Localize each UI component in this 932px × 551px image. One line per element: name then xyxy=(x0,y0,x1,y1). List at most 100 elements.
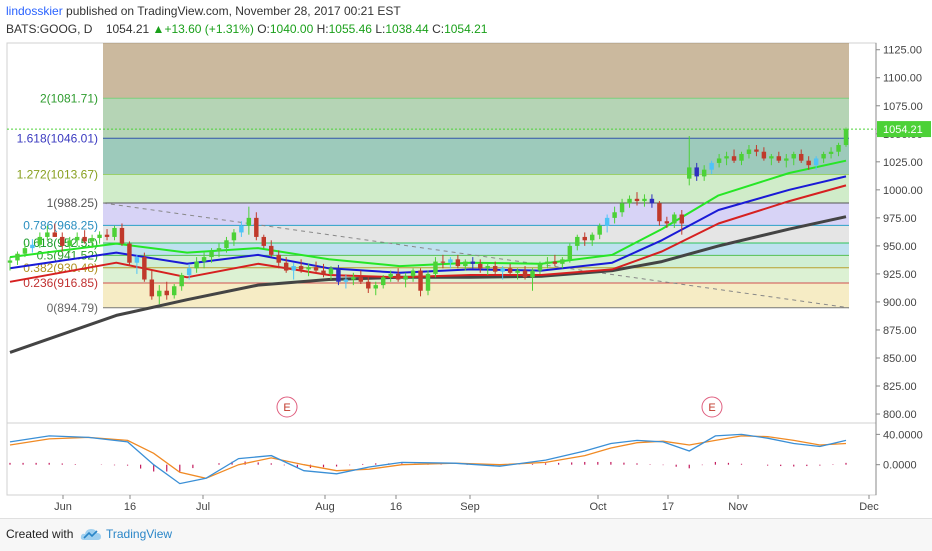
candle-body xyxy=(425,273,431,291)
candle-body xyxy=(52,232,58,237)
candle-body xyxy=(634,198,640,202)
publish-text: published on TradingView.com, November 2… xyxy=(66,4,401,18)
time-tick-label: 16 xyxy=(390,501,402,513)
earnings-marker-label: E xyxy=(708,402,715,414)
candle-body xyxy=(545,261,550,264)
fib-zone xyxy=(103,203,849,226)
footer-bar: Created with TradingView xyxy=(0,518,932,551)
candle-body xyxy=(395,273,401,280)
candle-body xyxy=(291,266,296,271)
candle-body xyxy=(687,167,692,179)
candle-body xyxy=(500,268,505,272)
candle-body xyxy=(530,270,535,278)
price-tick-label: 1000.00 xyxy=(883,185,923,197)
time-tick-label: Oct xyxy=(589,501,606,513)
fib-zone xyxy=(103,43,849,99)
candle-body xyxy=(791,153,796,159)
price-tick-label: 1125.00 xyxy=(883,45,922,57)
candle-body xyxy=(127,243,132,263)
candle-body xyxy=(261,236,267,246)
price-tick-label: 1075.00 xyxy=(883,101,923,113)
time-tick-label: Jun xyxy=(54,501,72,513)
fib-level-label: 1(988.25) xyxy=(47,196,98,210)
candle-body xyxy=(134,257,140,263)
author-link[interactable]: lindosskier xyxy=(6,4,63,18)
price-tick-label: 900.00 xyxy=(883,297,917,309)
candle-body xyxy=(657,203,662,222)
price-tick-label: 975.00 xyxy=(883,213,917,225)
fib-level-label: 0.786(968.25) xyxy=(23,218,98,232)
fib-zone xyxy=(103,255,849,268)
tradingview-brand-link[interactable]: TradingView xyxy=(106,527,173,541)
candle-body xyxy=(784,158,789,161)
fib-zone xyxy=(103,174,849,204)
candle-body xyxy=(798,153,804,161)
candle-body xyxy=(582,236,587,241)
time-tick-label: Nov xyxy=(728,501,748,513)
candle-body xyxy=(612,212,617,218)
candle-body xyxy=(470,261,476,264)
candle-body xyxy=(522,270,528,278)
candle-body xyxy=(410,270,416,277)
candle-body xyxy=(418,270,423,291)
candle-body xyxy=(575,236,580,246)
candle-body xyxy=(89,238,95,242)
candle-body xyxy=(433,261,438,274)
candle-body xyxy=(179,275,184,287)
candle-body xyxy=(149,279,155,297)
candle-body xyxy=(201,257,207,262)
candle-body xyxy=(97,234,102,239)
time-tick-label: Sep xyxy=(460,501,480,513)
candle-body xyxy=(328,268,334,274)
candle-body xyxy=(216,248,222,252)
candle-body xyxy=(276,254,281,263)
last-price-badge xyxy=(877,121,931,138)
price-tick-label: 850.00 xyxy=(883,353,917,365)
candle-body xyxy=(298,266,304,270)
earnings-marker xyxy=(276,396,298,418)
candle-body xyxy=(157,290,162,297)
candle-body xyxy=(366,281,371,289)
macd-pane-frame xyxy=(6,422,877,496)
fib-level-label: 1.618(1046.01) xyxy=(17,131,98,145)
price-tick-label: 1100.00 xyxy=(883,73,922,85)
candle-body xyxy=(776,156,782,161)
candle-body xyxy=(231,232,237,241)
candle-body xyxy=(679,214,685,224)
candle-body xyxy=(716,158,722,163)
close-label: C: xyxy=(432,22,445,36)
time-tick-label: 16 xyxy=(124,501,136,513)
candle-body xyxy=(828,151,834,154)
candle-body xyxy=(37,236,43,245)
candle-body xyxy=(82,236,87,242)
price-pane: 2(1081.71) 1.618(1046.01) 1.272(1013.67) 1(… xyxy=(6,42,877,424)
price-change: +13.60 (+1.31%) xyxy=(164,22,254,36)
candle-body xyxy=(448,259,453,263)
earnings-marker-label: E xyxy=(283,402,290,414)
candle-body xyxy=(224,240,229,249)
close-value: 1054.21 xyxy=(444,22,488,36)
open-label: O: xyxy=(257,22,270,36)
candle-body xyxy=(239,225,244,233)
chart-canvas: 2(1081.71) 1.618(1046.01) 1.272(1013.67) 1(… xyxy=(6,42,932,513)
publish-line: lindosskier published on TradingView.com… xyxy=(6,4,401,18)
time-tick-label: Dec xyxy=(859,501,879,513)
candle-body xyxy=(209,251,214,258)
candle-body xyxy=(552,261,558,264)
candle-body xyxy=(269,245,274,255)
candle-body xyxy=(30,244,35,249)
candle-body xyxy=(351,277,356,280)
candle-body xyxy=(731,156,737,161)
candle-body xyxy=(186,268,192,276)
candle-body xyxy=(74,236,80,241)
fib-level-label: 0(894.79) xyxy=(47,301,98,315)
symbol-label: BATS:GOOG, D xyxy=(6,22,93,36)
candle-body xyxy=(724,156,729,159)
price-tick-label: 925.00 xyxy=(883,269,917,281)
candle-body xyxy=(164,290,169,296)
candle-body xyxy=(403,276,408,280)
candle-body xyxy=(67,240,72,246)
candle-body xyxy=(739,153,744,161)
price-tick-label: 875.00 xyxy=(883,325,917,337)
low-value: 1038.44 xyxy=(385,22,429,36)
